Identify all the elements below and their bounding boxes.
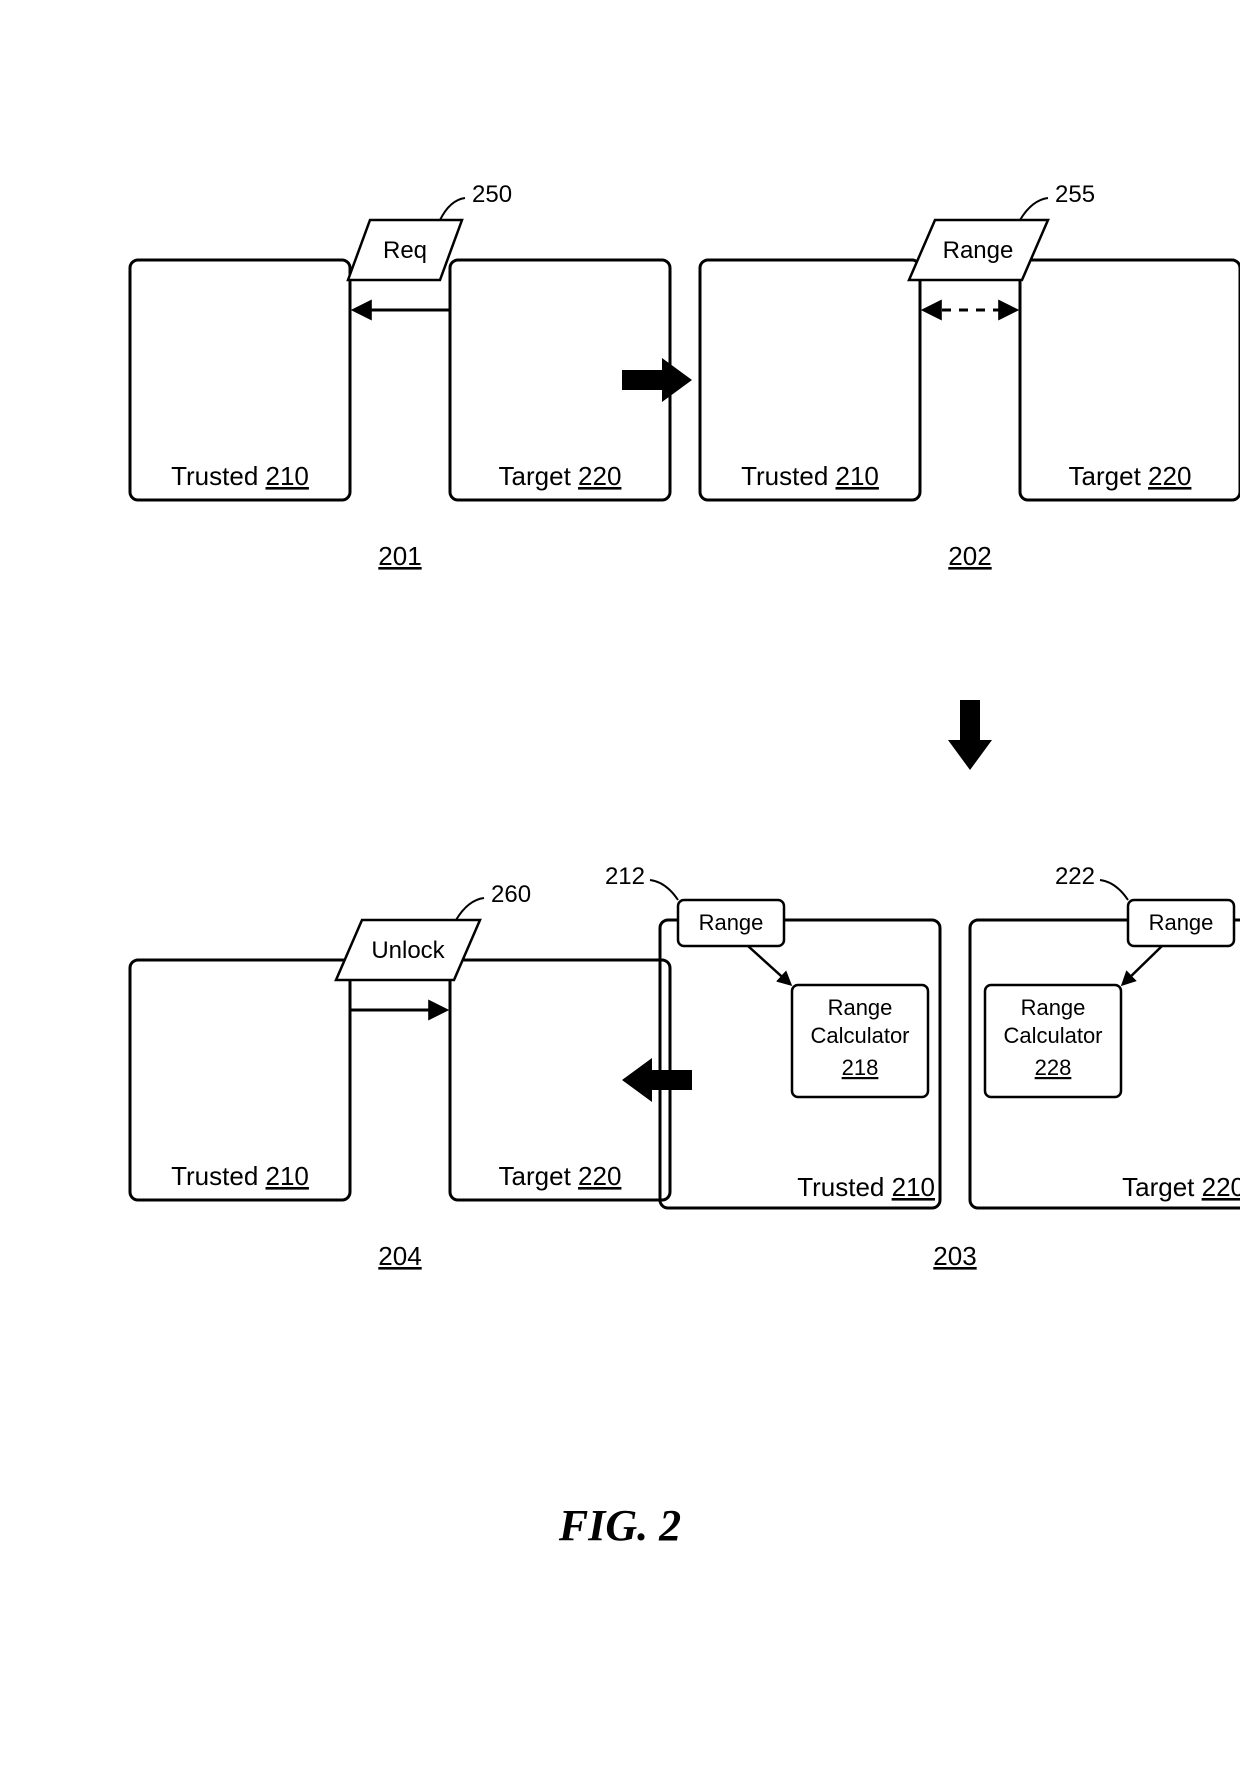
- req-callout: 250: [472, 181, 512, 208]
- trusted-label: Trusted: [741, 461, 828, 491]
- svg-text:Target 220: Target 220: [499, 1161, 622, 1191]
- target-label: Target: [1122, 1172, 1195, 1202]
- svg-text:Trusted 210: Trusted 210: [171, 461, 309, 491]
- target-box: [970, 920, 1240, 1208]
- target-calc-l2: Calculator: [1003, 1023, 1102, 1048]
- svg-text:Target 220: Target 220: [1122, 1172, 1240, 1202]
- diagram-canvas: Trusted 210 Target 220 Req 250 201 Trust…: [0, 0, 1240, 1789]
- panel-id: 203: [933, 1241, 976, 1271]
- svg-text:Trusted 210: Trusted 210: [171, 1161, 309, 1191]
- trusted-calc-l2: Calculator: [810, 1023, 909, 1048]
- target-range-label: Range: [1149, 910, 1214, 935]
- range-label: Range: [943, 237, 1014, 264]
- trusted-calc-l1: Range: [828, 995, 893, 1020]
- trusted-num: 210: [892, 1172, 935, 1202]
- range-msg: Range 255: [909, 181, 1095, 280]
- svg-text:Trusted 210: Trusted 210: [797, 1172, 935, 1202]
- trusted-range-to-calc: [748, 946, 790, 984]
- panel-203: Trusted 210 Range 212 Range Calculator 2…: [605, 863, 1240, 1271]
- target-num: 220: [578, 1161, 621, 1191]
- target-num: 220: [578, 461, 621, 491]
- target-num: 220: [1148, 461, 1191, 491]
- panel-id: 204: [378, 1241, 421, 1271]
- target-range-callout: 222: [1055, 863, 1095, 890]
- trusted-label: Trusted: [171, 1161, 258, 1191]
- req-label: Req: [383, 237, 427, 264]
- flow-arrow-201-202: [622, 358, 692, 402]
- target-num: 220: [1202, 1172, 1240, 1202]
- unlock-msg: Unlock 260: [336, 881, 531, 980]
- trusted-range-label: Range: [699, 910, 764, 935]
- trusted-calc-num: 218: [842, 1055, 879, 1080]
- target-label: Target: [1069, 461, 1142, 491]
- svg-text:Target 220: Target 220: [499, 461, 622, 491]
- target-calc-num: 228: [1035, 1055, 1072, 1080]
- panel-201: Trusted 210 Target 220 Req 250 201: [130, 181, 670, 571]
- trusted-range-callout: 212: [605, 863, 645, 890]
- target-range-to-calc: [1123, 946, 1162, 984]
- panel-id: 201: [378, 541, 421, 571]
- panel-204: Trusted 210 Target 220 Unlock 260 204: [130, 881, 670, 1271]
- figure-label: FIG. 2: [558, 1501, 681, 1550]
- unlock-label: Unlock: [371, 937, 445, 964]
- flow-arrow-202-203: [948, 700, 992, 770]
- range-callout: 255: [1055, 181, 1095, 208]
- svg-text:Target 220: Target 220: [1069, 461, 1192, 491]
- target-calc-l1: Range: [1021, 995, 1086, 1020]
- unlock-callout: 260: [491, 881, 531, 908]
- trusted-num: 210: [836, 461, 879, 491]
- trusted-label: Trusted: [797, 1172, 884, 1202]
- target-label: Target: [499, 1161, 572, 1191]
- trusted-label: Trusted: [171, 461, 258, 491]
- svg-text:Trusted 210: Trusted 210: [741, 461, 879, 491]
- req-msg: Req 250: [348, 181, 512, 280]
- panel-id: 202: [948, 541, 991, 571]
- trusted-box: [660, 920, 940, 1208]
- flow-arrow-203-204: [622, 1058, 692, 1102]
- target-label: Target: [499, 461, 572, 491]
- trusted-num: 210: [266, 461, 309, 491]
- panel-202: Trusted 210 Target 220 Range 255 202: [700, 181, 1240, 571]
- trusted-num: 210: [266, 1161, 309, 1191]
